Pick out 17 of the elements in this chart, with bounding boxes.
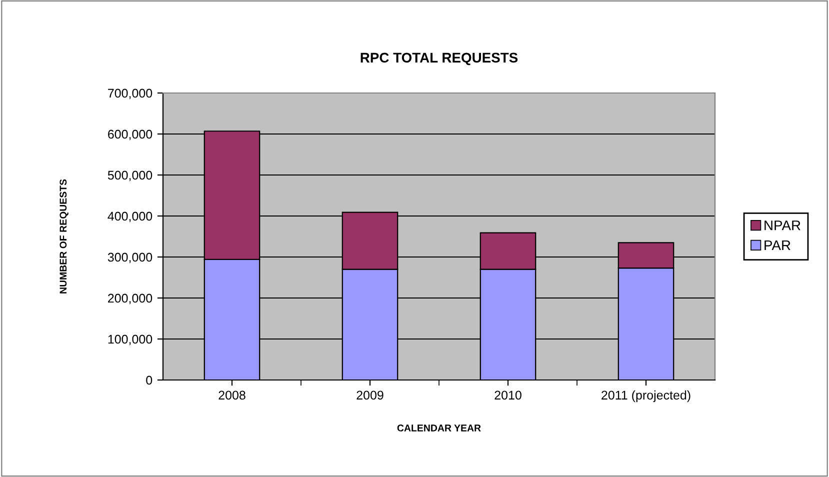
legend-label: NPAR [764,220,800,230]
legend-label: PAR [764,240,790,250]
x-axis-title: CALENDAR YEAR [397,424,481,432]
y-tick-label: 700,000 [108,88,152,100]
y-tick-label: 600,000 [108,130,152,140]
y-tick-label: 200,000 [108,294,152,304]
x-tick-label: 2009 [356,390,384,400]
y-tick-label: 100,000 [108,334,152,346]
y-axis-title: NUMBER OF REQUESTS [60,179,68,294]
y-tick-label: 500,000 [108,170,152,182]
x-tick-label: 2008 [218,390,246,400]
y-tick-label: 0 [146,376,152,385]
y-tick-label: 300,000 [108,252,152,264]
x-tick-label: 2010 [494,390,522,400]
chart-title: RPC TOTAL REQUESTS [360,52,518,66]
y-tick-label: 400,000 [108,212,152,222]
x-tick-label: 2011 (projected) [602,390,690,402]
